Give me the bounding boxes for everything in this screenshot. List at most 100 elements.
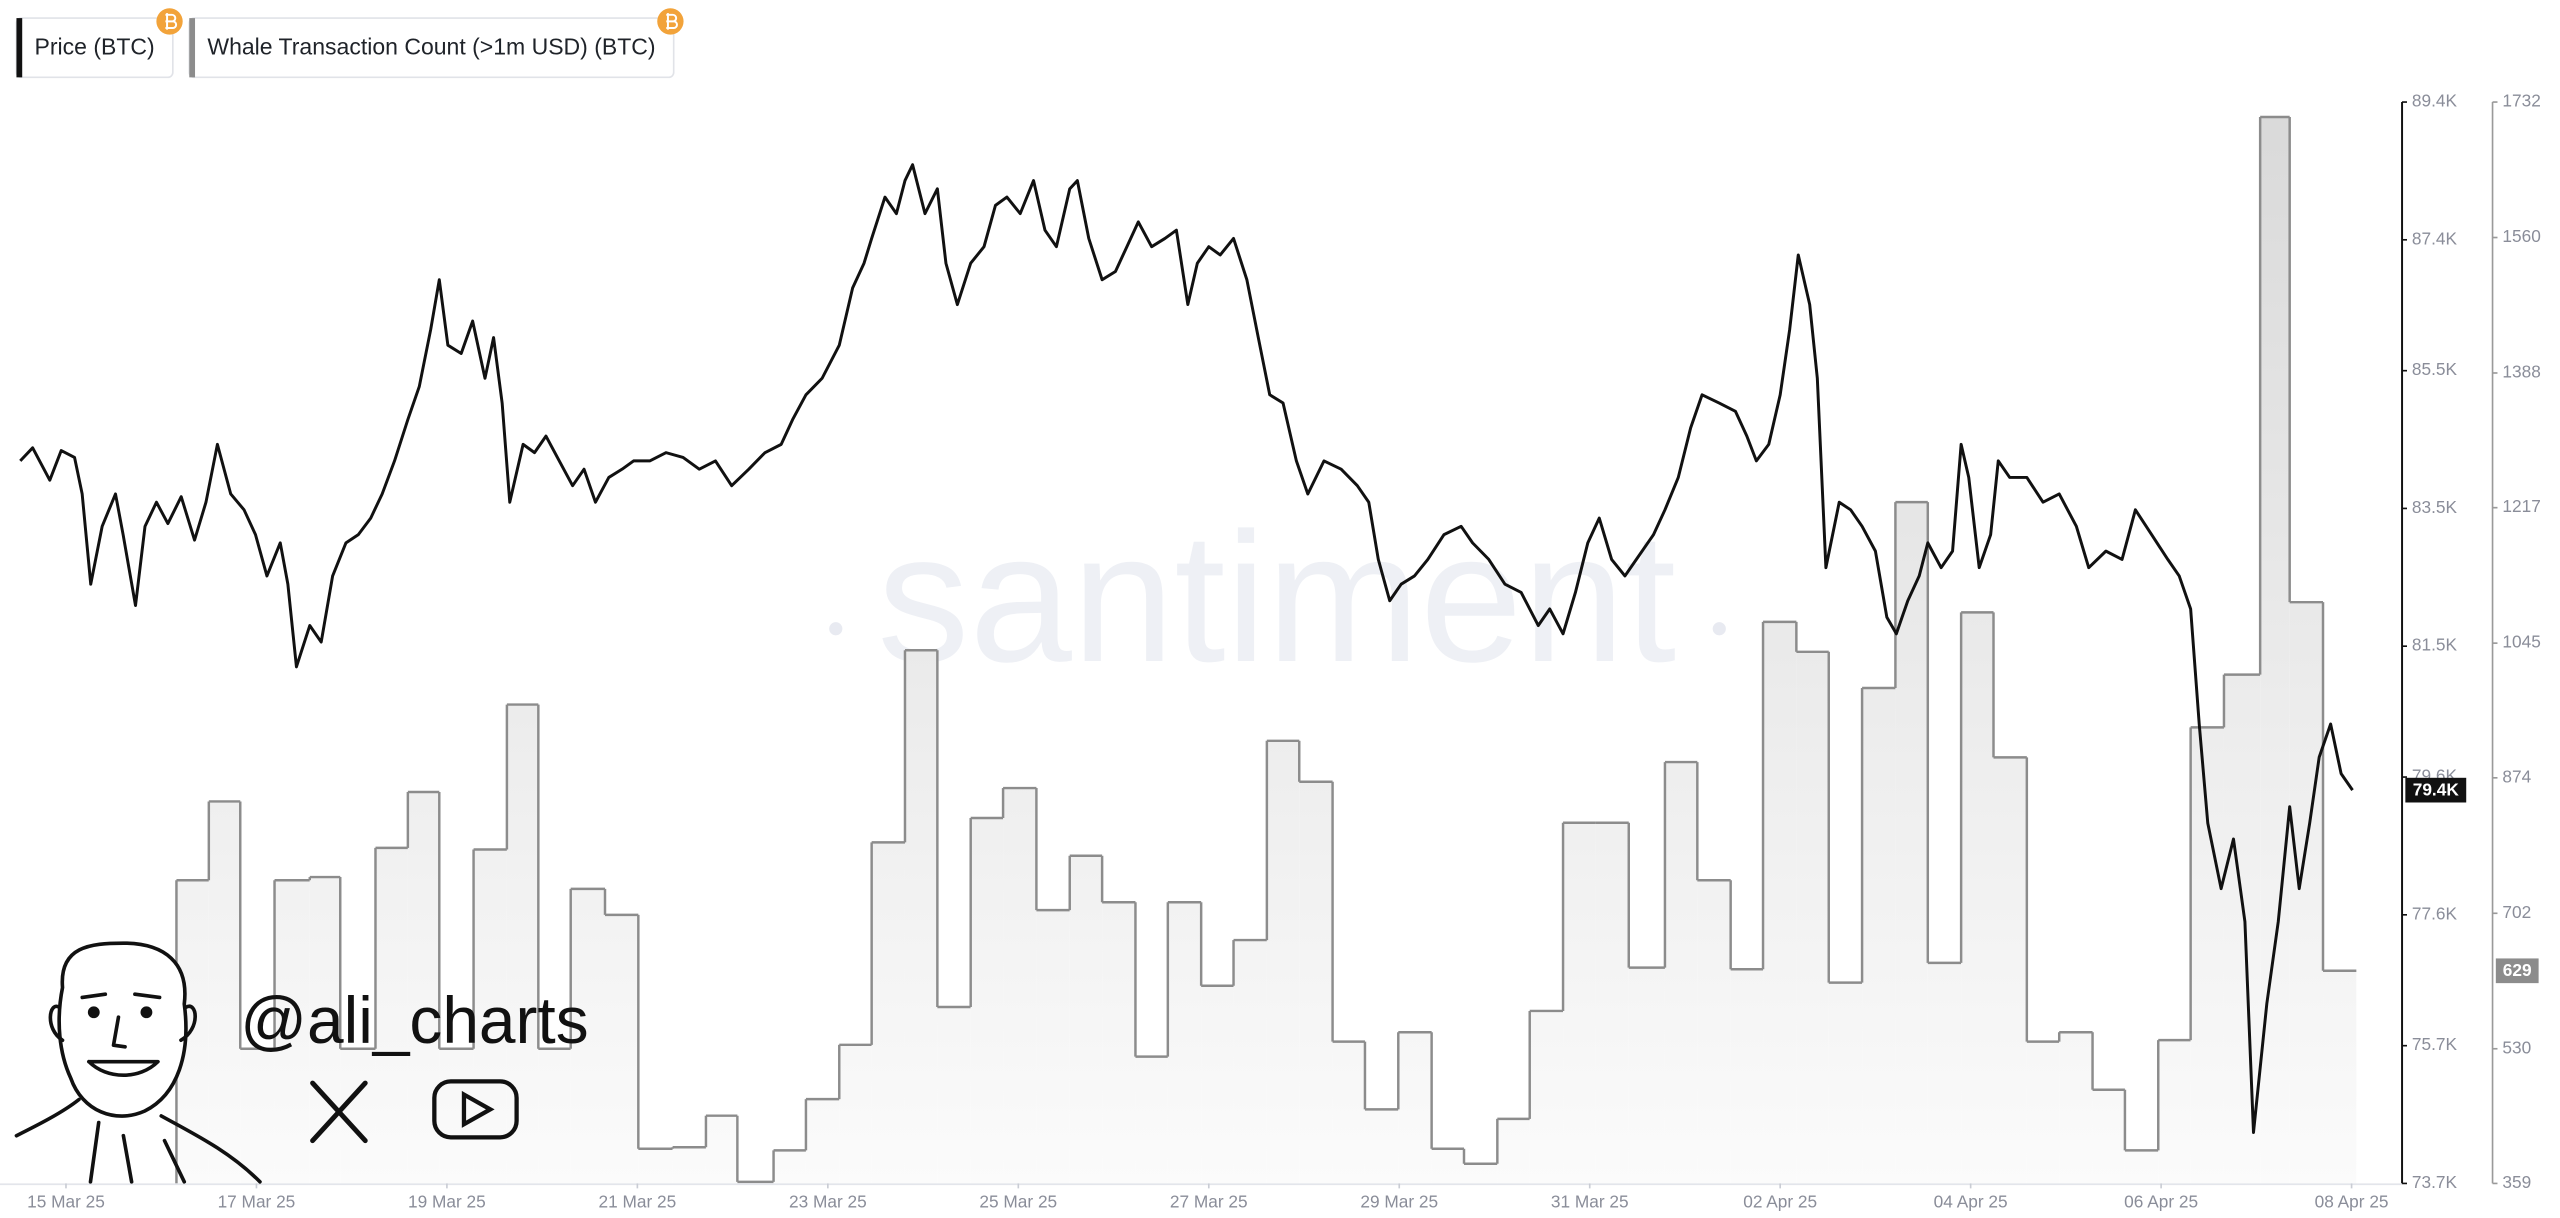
y-tick-label: 89.4K [2412,91,2458,111]
legend-swatch [16,18,23,78]
step-fill [1529,1010,1564,1184]
step-fill [1003,788,1037,1184]
step-fill [1961,612,1994,1184]
step-fill [705,1115,738,1184]
avatar [14,941,262,1184]
step-fill [570,888,605,1184]
x-tick-label: 04 Apr 25 [1934,1192,2008,1212]
step-fill [839,1044,872,1184]
x-tick-label: 15 Mar 25 [27,1192,105,1212]
watermark: santiment [829,495,1726,701]
step-fill [1431,1148,1465,1184]
step-fill [1364,1109,1399,1184]
legend: Price (BTC) Whale Transaction Count (>1m … [15,8,684,79]
step-fill [672,1147,706,1184]
last-value-label: 79.4K [2413,780,2460,800]
y-tick-label: 85.5K [2412,359,2458,379]
step-fill [473,849,507,1184]
step-fill [439,1048,474,1184]
watermark-text: santiment [877,495,1676,701]
step-fill [2092,1089,2125,1184]
legend-item[interactable]: Price (BTC) [15,8,183,79]
step-fill [309,877,341,1184]
step-fill [2190,727,2224,1184]
step-fill [1595,822,1629,1184]
step-fill [1167,902,1202,1184]
step-fill [1796,651,1829,1184]
y-tick-label: 81.5K [2412,635,2458,655]
step-fill [1102,902,1136,1184]
step-fill [375,847,408,1184]
x-tick-label: 19 Mar 25 [408,1192,486,1212]
step-fill [773,1150,806,1184]
legend-coin-glyph [165,13,178,30]
step-fill [506,704,539,1184]
legend-coin-glyph [666,13,678,30]
step-fill [1332,1041,1365,1184]
y2-tick-label: 1388 [2502,362,2540,382]
handle: @ali_charts [240,983,588,1057]
x-tick-label: 31 Mar 25 [1551,1192,1629,1212]
watermark-dot [829,622,843,636]
y-tick-label: 73.7K [2412,1172,2458,1192]
step-fill [1862,688,1896,1184]
x-tick-label: 02 Apr 25 [1743,1192,1817,1212]
x-tick-label: 08 Apr 25 [2315,1192,2389,1212]
step-fill [240,1048,275,1184]
last-value-badge [2495,958,2539,984]
step-fill [805,1099,840,1184]
step-fill [2260,117,2290,1184]
step-fill [1993,757,2027,1184]
x-icon [310,1080,368,1144]
y2-tick-label: 1560 [2502,226,2540,246]
step-fill [2026,1041,2060,1184]
step-fill [1828,982,1863,1184]
step-fill [1266,740,1300,1184]
step-fill [1233,940,1267,1184]
price-line [19,163,2354,1134]
watermark-dot [1712,622,1726,636]
step-fill [2323,970,2357,1184]
step-fill [1135,1056,1168,1184]
step-fill [1299,781,1333,1184]
step-fill [1464,1163,1498,1184]
step-fill [1730,969,1764,1184]
step-fill [2124,1150,2159,1184]
y2-tick-label: 1732 [2502,91,2540,111]
step-fill [1927,962,1962,1184]
step-fill [604,914,639,1184]
y-tick-label: 75.7K [2412,1034,2458,1054]
step-fill [1563,822,1596,1184]
y-tick-label: 83.5K [2412,497,2458,517]
legend-swatch [189,18,196,78]
step-fill [871,842,905,1184]
step-fill [937,1007,971,1184]
step-fill [2059,1032,2093,1184]
step-fill [208,801,241,1184]
step-fill [1069,855,1103,1184]
step-fill [274,880,310,1184]
legend-item[interactable]: Whale Transaction Count (>1m USD) (BTC) [188,8,684,79]
axes-layer: 15 Mar 25 17 Mar 25 19 Mar 25 21 Mar 25 23 M… [0,91,2541,1212]
step-fill [2223,674,2261,1184]
step-fill [1036,910,1070,1184]
y2-tick-label: 1045 [2502,632,2540,652]
x-tick-label: 06 Apr 25 [2124,1192,2198,1212]
step-fill [1895,502,1928,1184]
y2-tick-label: 874 [2502,766,2531,786]
branding: @ali_charts [14,941,589,1184]
area-layer [175,115,2357,1184]
line-layer [19,163,2354,1134]
youtube-icon [432,1079,519,1140]
y-tick-label: 77.6K [2412,903,2458,923]
step-fill [1697,880,1731,1184]
legend-label: Whale Transaction Count (>1m USD) (BTC) [207,34,655,60]
x-tick-label: 17 Mar 25 [218,1192,296,1212]
step-fill [1201,985,1234,1184]
step-fill [2158,1040,2191,1184]
step-fill [1664,762,1698,1184]
last-value-badge [2405,777,2467,803]
step-fill [638,1148,673,1184]
